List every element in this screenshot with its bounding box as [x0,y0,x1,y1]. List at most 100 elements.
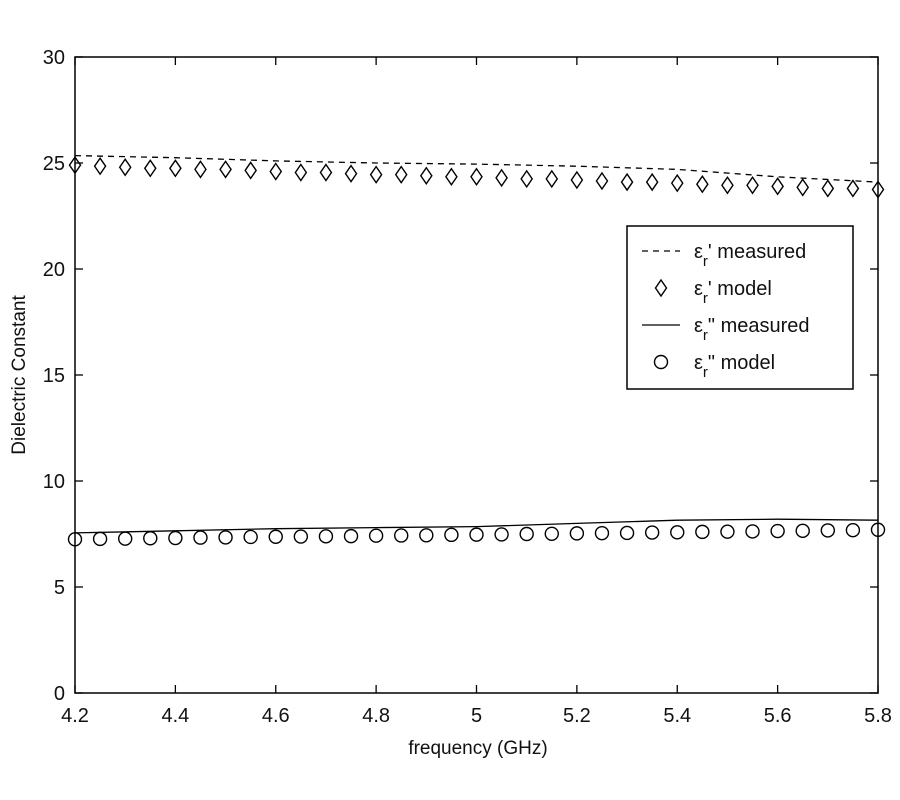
circle-marker [469,527,484,542]
diamond-marker [419,166,433,185]
circle-marker [494,527,509,542]
y-tick-label: 5 [54,577,65,599]
legend-subscript: r [703,290,708,307]
x-tick-label: 4.4 [161,705,189,727]
diamond-marker [645,172,659,192]
circle-marker [318,529,334,544]
circle-marker [644,525,660,540]
x-tick-label: 4.8 [362,705,390,727]
legend-entry: εr' measured [642,241,806,270]
circle-marker [720,524,735,539]
legend-suffix: ' model [708,278,772,300]
y-tick-label: 0 [54,683,65,705]
x-tick-label: 5.6 [764,705,792,727]
plot-layer [67,154,886,547]
circle-marker [394,528,409,543]
circle-marker [594,525,610,541]
x-tick-label: 5.4 [663,705,691,727]
legend-entry: εr' model [654,278,772,307]
circle-marker [670,525,685,540]
diamond-marker [620,172,634,192]
diamond-marker [143,159,157,178]
x-tick-label: 5.8 [864,705,892,727]
legend-suffix: " model [708,352,775,374]
circle-marker [168,530,183,546]
legend-suffix: " measured [708,315,810,337]
y-axis-label: Dielectric Constant [9,295,30,455]
legend-suffix: ' measured [708,241,806,263]
circle-marker [268,529,283,544]
circle-marker [419,528,434,543]
legend-box [626,225,854,390]
diamond-marker [294,163,308,182]
diamond-marker [846,179,860,198]
legend-entry: εr" model [653,352,775,381]
diamond-marker [244,161,258,180]
circle-marker [569,526,585,541]
circle-marker [343,528,359,544]
legend-label: εr" model [694,352,775,381]
diamond-marker [394,165,408,184]
circle-marker [117,531,133,546]
legend-label: εr' model [694,278,772,307]
series-line-2 [74,518,879,534]
diamond-marker [169,159,182,178]
circle-marker [368,528,384,543]
x-tick-label: 5.2 [563,705,591,727]
x-axis-label: frequency (GHz) [408,738,547,759]
circle-marker [770,523,785,539]
circle-marker [293,529,309,544]
circle-marker [745,524,760,539]
legend-subscript: r [703,327,708,344]
diamond-marker [570,170,584,190]
circle-marker [845,522,861,538]
circle-marker [820,523,836,538]
circle-marker [243,529,258,545]
diamond-marker [495,168,508,188]
diamond-marker [821,179,835,198]
legend-symbol: ε [694,315,703,337]
diamond-marker [269,162,283,181]
y-tick-label: 10 [43,471,65,493]
legend-subscript: r [703,253,708,270]
circle-marker [218,530,233,545]
axes-layer: 4.2 4.4 4.6 4.8 5 5.2 5.4 5.6 5.8 0 5 10 15 20 25 30 [43,47,892,727]
diamond-marker [118,158,132,177]
series-line-0 [74,154,879,183]
circle-marker [193,530,208,545]
legend-label: εr' measured [694,241,806,270]
diamond-marker [194,160,207,179]
legend-symbol: ε [694,278,703,300]
diamond-marker [545,169,559,189]
diamond-marker [721,176,734,195]
diamond-marker [445,167,458,187]
legend-entry: εr" measured [642,315,810,344]
legend-circle-swatch [653,354,669,370]
diamond-marker [344,164,358,183]
diamond-marker [670,173,684,193]
diamond-marker [771,177,784,196]
diamond-marker [595,171,609,191]
circle-marker [544,526,559,541]
legend-symbol: ε [694,352,703,374]
legend-symbol: ε [694,241,703,263]
legend-diamond-swatch [654,278,668,298]
circle-marker [143,531,158,546]
y-tick-label: 30 [43,47,65,69]
legend-label: εr" measured [694,315,810,344]
y-tick-label: 25 [43,153,65,175]
diamond-marker [746,176,759,195]
diamond-marker [319,163,333,182]
diamond-marker [219,160,232,179]
diamond-marker [93,156,107,176]
diamond-marker [796,178,810,197]
x-tick-label: 4.2 [61,705,89,727]
circle-marker [795,523,810,539]
circle-marker [519,526,534,542]
circle-marker [619,525,635,541]
diamond-marker [695,174,709,194]
y-tick-label: 20 [43,259,65,281]
